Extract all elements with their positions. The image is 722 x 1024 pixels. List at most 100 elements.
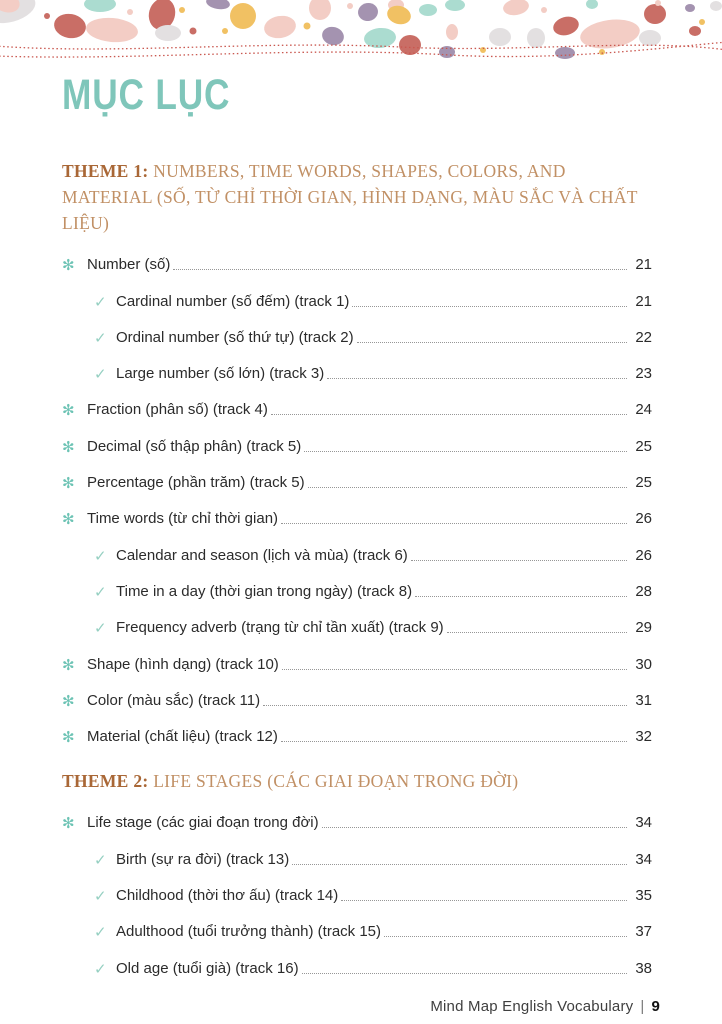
dotted-leader (301, 972, 627, 974)
dotted-leader (270, 413, 627, 416)
dotted-leader (307, 486, 627, 489)
check-icon: ✓ (94, 924, 107, 942)
toc-entry-label: Large number (số lớn) (track 3) (116, 365, 325, 383)
toc-entry: ✓ Frequency adverb (trạng từ chỉ tần xuất… (62, 601, 652, 637)
toc-entry-label: Childhood (thời thơ ấu) (track 14) (116, 887, 339, 905)
toc-entry: ✓ Ordinal number (số thứ tự) (track 2) 22 (62, 311, 652, 347)
dotted-leader (304, 450, 627, 452)
theme-heading-2: THEME 2: LIFE STAGES (CÁC GIAI ĐOẠN TRON… (62, 768, 652, 794)
toc-entry-page-number: 30 (635, 655, 652, 673)
theme-title: LIFE STAGES (CÁC GIAI ĐOẠN TRONG ĐỜI) (153, 771, 519, 792)
toc-entry-label: Color (màu sắc) (track 11) (87, 691, 261, 709)
toc-entry-page-number: 29 (635, 619, 652, 637)
toc-entry: ✻ Number (số) 21 (62, 238, 652, 274)
toc-entry-page-number: 37 (635, 923, 652, 941)
toc-entry-page-number: 25 (635, 437, 652, 455)
toc-entry-label: Material (chất liệu) (track 12) (87, 728, 278, 746)
dotted-leader (321, 826, 627, 829)
check-icon: ✓ (94, 329, 107, 347)
asterisk-icon: ✻ (62, 692, 75, 710)
toc-rows: ✻ Life stage (các giai đoạn trong đời) 34 ✓… (62, 796, 652, 977)
toc-entry-page-number: 28 (635, 582, 652, 600)
dotted-leader (415, 595, 627, 597)
asterisk-icon: ✻ (62, 729, 75, 747)
toc-entry-page-number: 22 (635, 328, 652, 346)
theme-label: THEME 2: (62, 771, 154, 792)
toc-entry: ✻ Percentage (phần trăm) (track 5) 25 (62, 456, 652, 492)
toc-entry: ✓ Old age (tuổi già) (track 16) 38 (62, 941, 652, 978)
toc-entry-label: Decimal (số thập phân) (track 5) (87, 437, 302, 455)
toc-entry: ✓ Adulthood (tuổi trưởng thành) (track 15… (62, 905, 652, 941)
asterisk-icon: ✻ (62, 511, 75, 529)
theme-title: NUMBERS, TIME WORDS, SHAPES, COLORS, AND… (62, 161, 638, 233)
toc-entry-label: Life stage (các giai đoạn trong đời) (87, 814, 319, 832)
check-icon: ✓ (94, 583, 107, 601)
dotted-leader (352, 305, 627, 307)
toc-entry-page-number: 34 (635, 850, 652, 868)
toc-entry-page-number: 21 (635, 256, 652, 274)
toc-entry: ✻ Time words (từ chỉ thời gian) 26 (62, 492, 652, 528)
asterisk-icon: ✻ (62, 257, 75, 275)
table-of-contents: THEME 1: NUMBERS, TIME WORDS, SHAPES, CO… (0, 158, 722, 1015)
toc-entry: ✻ Life stage (các giai đoạn trong đời) 34 (62, 796, 652, 832)
toc-entry-label: Shape (hình dạng) (track 10) (87, 655, 279, 673)
toc-entry-page-number: 38 (635, 959, 652, 977)
toc-entry-label: Time words (từ chỉ thời gian) (87, 510, 279, 528)
dotted-leader (446, 631, 627, 634)
toc-entry-page-number: 34 (635, 814, 652, 832)
toc-rows: ✻ Number (số) 21 ✓ Cardinal number (số đếm) … (62, 238, 652, 746)
dotted-leader (280, 740, 627, 743)
toc-entry-page-number: 26 (635, 510, 652, 528)
toc-entry: ✓ Calendar and season (lịch và mùa) (trac… (62, 528, 652, 565)
asterisk-icon: ✻ (62, 475, 75, 493)
asterisk-icon: ✻ (62, 815, 75, 833)
check-icon: ✓ (94, 366, 107, 384)
toc-entry-label: Number (số) (87, 256, 171, 274)
toc-entry: ✓ Childhood (thời thơ ấu) (track 14) 35 (62, 869, 652, 905)
toc-entry: ✓ Birth (sự ra đời) (track 13) 34 (62, 832, 652, 869)
toc-entry-page-number: 21 (635, 292, 652, 310)
theme-heading-1: THEME 1: NUMBERS, TIME WORDS, SHAPES, CO… (62, 158, 652, 236)
page-footer: Mind Map English Vocabulary | 9 (62, 998, 660, 1015)
toc-entry: ✓ Cardinal number (số đếm) (track 1) 21 (62, 274, 652, 311)
toc-entry-page-number: 32 (635, 728, 652, 746)
dotted-leader (341, 899, 627, 902)
toc-sections: THEME 1: NUMBERS, TIME WORDS, SHAPES, CO… (62, 158, 652, 978)
toc-entry: ✻ Decimal (số thập phân) (track 5) 25 (62, 419, 652, 456)
toc-entry: ✓ Time in a day (thời gian trong ngày) (t… (62, 565, 652, 601)
check-icon: ✓ (94, 547, 107, 565)
check-icon: ✓ (94, 851, 107, 869)
toc-entry-label: Adulthood (tuổi trưởng thành) (track 15) (116, 923, 382, 941)
toc-entry: ✻ Fraction (phân số) (track 4) 24 (62, 383, 652, 419)
toc-entry-label: Ordinal number (số thứ tự) (track 2) (116, 328, 354, 346)
toc-entry-page-number: 25 (635, 474, 652, 492)
dotted-leader (173, 268, 627, 271)
toc-entry-label: Frequency adverb (trạng từ chỉ tần xuất)… (116, 619, 444, 637)
asterisk-icon: ✻ (62, 656, 75, 674)
toc-entry-label: Fraction (phân số) (track 4) (87, 401, 268, 419)
asterisk-icon: ✻ (62, 402, 75, 420)
toc-entry: ✻ Shape (hình dạng) (track 10) 30 (62, 637, 652, 674)
check-icon: ✓ (94, 620, 107, 638)
check-icon: ✓ (94, 293, 107, 311)
dotted-leader (410, 559, 627, 561)
toc-entry-label: Old age (tuổi già) (track 16) (116, 959, 299, 977)
toc-entry-page-number: 26 (635, 546, 652, 564)
toc-entry-label: Birth (sự ra đời) (track 13) (116, 850, 290, 868)
toc-entry-label: Time in a day (thời gian trong ngày) (tr… (116, 582, 413, 600)
dotted-leader (263, 704, 627, 706)
toc-entry: ✻ Material (chất liệu) (track 12) 32 (62, 710, 652, 746)
toc-entry: ✓ Large number (số lớn) (track 3) 23 (62, 347, 652, 383)
toc-entry-page-number: 23 (635, 365, 652, 383)
dotted-leader (281, 668, 627, 670)
check-icon: ✓ (94, 960, 107, 978)
footer-book-title: Mind Map English Vocabulary (430, 997, 634, 1015)
dotted-leader (281, 522, 627, 525)
toc-entry: ✻ Color (màu sắc) (track 11) 31 (62, 674, 652, 710)
toc-entry-page-number: 35 (635, 887, 652, 905)
check-icon: ✓ (94, 888, 107, 906)
footer-page-number: 9 (651, 997, 660, 1015)
dotted-leader (356, 341, 627, 343)
dotted-leader (327, 377, 627, 380)
theme-label: THEME 1: (62, 161, 154, 181)
